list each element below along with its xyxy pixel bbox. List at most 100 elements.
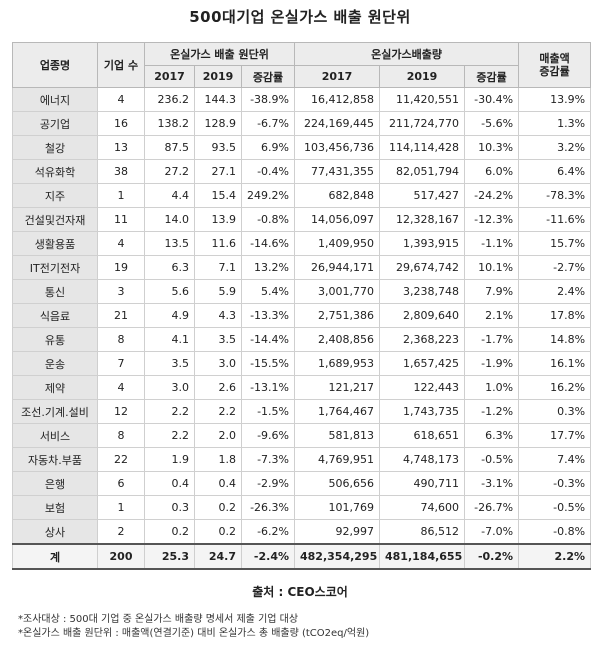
- cell-emission-2017: 121,217: [294, 375, 380, 400]
- header-intensity-change: 증감률: [241, 65, 295, 88]
- cell-intensity-change: -7.3%: [241, 447, 295, 472]
- cell-company-count: 22: [97, 447, 145, 472]
- cell-company-count: 11: [97, 207, 145, 232]
- cell-emission-2017: 224,169,445: [294, 111, 380, 136]
- cell-emission-2017: 4,769,951: [294, 447, 380, 472]
- cell-intensity-2017: 3.5: [144, 351, 195, 376]
- table-row: 철강 13 87.5 93.5 6.9% 103,456,736 114,114,428 10…: [12, 135, 592, 160]
- table-row: 자동차.부품 22 1.9 1.8 -7.3% 4,769,951 4,748,173 -0.…: [12, 447, 592, 472]
- cell-emission-2017: 1,764,467: [294, 399, 380, 424]
- cell-emission-2019: 2,809,640: [379, 303, 465, 328]
- cell-emission-change: -0.5%: [463, 447, 520, 472]
- cell-intensity-change: -6.2%: [241, 519, 295, 545]
- cell-intensity-2019: 2.0: [194, 423, 242, 448]
- header-company-count: 기업 수: [97, 42, 145, 88]
- table-row: 조선.기계.설비 12 2.2 2.2 -1.5% 1,764,467 1,743,735-…: [12, 399, 592, 424]
- cell-emission-2017: 2,751,386: [294, 303, 380, 328]
- cell-sales-growth: 16.1%: [518, 351, 592, 376]
- total-sales-growth: 2.2%: [518, 543, 592, 570]
- cell-emission-change: 6.3%: [463, 423, 520, 448]
- cell-intensity-change: -13.1%: [241, 375, 295, 400]
- cell-emission-2019: 74,600: [379, 495, 465, 520]
- cell-company-count: 4: [97, 231, 145, 256]
- cell-intensity-change: -1.5%: [241, 399, 295, 424]
- cell-emission-2019: 114,114,428: [379, 135, 465, 160]
- cell-industry: 지주: [12, 183, 98, 208]
- cell-emission-change: -5.6%: [463, 111, 520, 136]
- cell-emission-change: 10.3%: [463, 135, 520, 160]
- cell-emission-2019: 517,427: [379, 183, 465, 208]
- cell-emission-2017: 2,408,856: [294, 327, 380, 352]
- cell-emission-change: -1.7%: [463, 327, 520, 352]
- table-row: 에너지 4 236.2 144.3 -38.9% 16,412,858 11,420,551…: [12, 87, 592, 112]
- cell-company-count: 38: [97, 159, 145, 184]
- cell-intensity-2017: 4.9: [144, 303, 195, 328]
- cell-intensity-2017: 138.2: [144, 111, 195, 136]
- cell-emission-2017: 506,656: [294, 471, 380, 496]
- cell-sales-growth: -0.5%: [518, 495, 592, 520]
- cell-emission-2017: 92,997: [294, 519, 380, 545]
- cell-emission-change: 2.1%: [463, 303, 520, 328]
- cell-emission-change: -26.7%: [463, 495, 520, 520]
- cell-intensity-change: 249.2%: [241, 183, 295, 208]
- cell-intensity-2019: 4.3: [194, 303, 242, 328]
- cell-intensity-2017: 5.6: [144, 279, 195, 304]
- cell-intensity-2017: 14.0: [144, 207, 195, 232]
- cell-emission-2019: 618,651: [379, 423, 465, 448]
- cell-company-count: 2: [97, 519, 145, 545]
- cell-intensity-2019: 7.1: [194, 255, 242, 280]
- table-footer: 계 200 25.3 24.7 -2.4% 482,354,295 481,18…: [12, 543, 592, 570]
- cell-emission-change: -24.2%: [463, 183, 520, 208]
- cell-sales-growth: 17.7%: [518, 423, 592, 448]
- table-row: 제약 4 3.0 2.6 -13.1% 121,217 122,443 1.0% 16.2%: [12, 375, 592, 400]
- cell-sales-growth: -2.7%: [518, 255, 592, 280]
- cell-intensity-2019: 0.2: [194, 495, 242, 520]
- cell-intensity-2019: 0.2: [194, 519, 242, 545]
- footnotes: *조사대상 : 500대 기업 중 온실가스 배출량 명세서 제출 기업 대상 …: [18, 613, 369, 641]
- header-intensity-2017: 2017: [144, 65, 195, 88]
- cell-intensity-2017: 13.5: [144, 231, 195, 256]
- table-title: 500대기업 온실가스 배출 원단위: [189, 8, 411, 26]
- cell-company-count: 6: [97, 471, 145, 496]
- total-row: 계 200 25.3 24.7 -2.4% 482,354,295 481,18…: [12, 543, 592, 570]
- cell-company-count: 12: [97, 399, 145, 424]
- cell-emission-2019: 1,393,915: [379, 231, 465, 256]
- cell-emission-2017: 101,769: [294, 495, 380, 520]
- cell-industry: IT전기전자: [12, 255, 98, 280]
- table-row: 통신 3 5.6 5.9 5.4% 3,001,770 3,238,748 7.9% 2.4%: [12, 279, 592, 304]
- cell-company-count: 13: [97, 135, 145, 160]
- cell-industry: 자동차.부품: [12, 447, 98, 472]
- cell-intensity-2019: 2.2: [194, 399, 242, 424]
- cell-industry: 유통: [12, 327, 98, 352]
- cell-emission-2017: 682,848: [294, 183, 380, 208]
- cell-intensity-2019: 2.6: [194, 375, 242, 400]
- source-credit: 출처 : CEO스코어: [252, 585, 348, 599]
- cell-intensity-2019: 3.5: [194, 327, 242, 352]
- cell-company-count: 16: [97, 111, 145, 136]
- cell-emission-2017: 1,689,953: [294, 351, 380, 376]
- header-emission-2019: 2019: [379, 65, 465, 88]
- cell-intensity-2017: 4.4: [144, 183, 195, 208]
- cell-sales-growth: -0.8%: [518, 519, 592, 545]
- cell-intensity-change: -6.7%: [241, 111, 295, 136]
- cell-company-count: 4: [97, 87, 145, 112]
- cell-company-count: 1: [97, 495, 145, 520]
- cell-intensity-change: -0.4%: [241, 159, 295, 184]
- cell-intensity-change: -13.3%: [241, 303, 295, 328]
- table-row: 은행 6 0.4 0.4 -2.9% 506,656 490,711 -3.1% -0.3%: [12, 471, 592, 496]
- cell-industry: 제약: [12, 375, 98, 400]
- cell-emission-change: 7.9%: [463, 279, 520, 304]
- cell-intensity-2017: 2.2: [144, 423, 195, 448]
- cell-industry: 생활용품: [12, 231, 98, 256]
- cell-emission-2019: 1,657,425: [379, 351, 465, 376]
- cell-intensity-change: 5.4%: [241, 279, 295, 304]
- cell-sales-growth: 2.4%: [518, 279, 592, 304]
- table-body: 에너지 4 236.2 144.3 -38.9% 16,412,858 11,420,551…: [12, 87, 592, 545]
- cell-intensity-2019: 11.6: [194, 231, 242, 256]
- cell-industry: 조선.기계.설비: [12, 399, 98, 424]
- cell-intensity-2017: 0.4: [144, 471, 195, 496]
- cell-industry: 건설및건자재: [12, 207, 98, 232]
- cell-emission-2017: 581,813: [294, 423, 380, 448]
- cell-emission-2017: 26,944,171: [294, 255, 380, 280]
- total-emission-2017: 482,354,295: [294, 543, 380, 570]
